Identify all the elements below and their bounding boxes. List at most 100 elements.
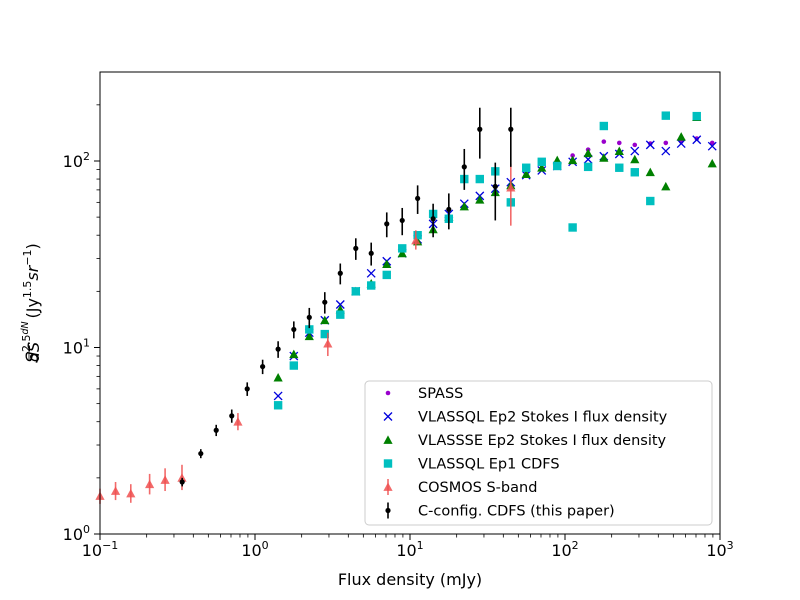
data-point <box>320 315 330 325</box>
data-point <box>177 473 187 482</box>
data-point <box>289 361 299 370</box>
data-point <box>382 259 392 269</box>
data-point <box>676 132 686 141</box>
data-point <box>692 111 701 121</box>
y-axis-label-math: S2.5dN (Jy1.5sr−1)dS <box>20 243 43 363</box>
x-marker-stroke <box>630 146 640 156</box>
data-point <box>413 231 422 240</box>
legend-marker <box>383 435 393 444</box>
data-point <box>411 235 421 245</box>
data-point <box>477 126 483 132</box>
series-0 <box>570 136 715 158</box>
data-point <box>707 141 717 151</box>
data-point <box>630 154 640 164</box>
data-point <box>568 223 577 232</box>
data-point <box>397 248 407 258</box>
x-marker-stroke <box>676 139 686 149</box>
data-point <box>632 142 638 148</box>
data-point <box>616 140 622 146</box>
x-marker-stroke <box>645 140 655 150</box>
x-marker-stroke <box>707 141 717 151</box>
y-tick-label: 100 <box>63 523 90 544</box>
legend-entry: SPASS <box>385 386 463 402</box>
data-point <box>337 270 343 276</box>
data-point <box>522 163 531 172</box>
data-point <box>273 391 283 401</box>
data-point <box>366 268 376 278</box>
data-point <box>233 417 243 426</box>
data-point <box>382 270 391 280</box>
x-tick-label: 103 <box>706 539 733 560</box>
data-point <box>145 479 155 489</box>
data-point <box>244 386 250 392</box>
legend-entry: COSMOS S-band <box>383 479 537 496</box>
data-point <box>661 146 671 156</box>
data-point <box>367 281 376 290</box>
data-point <box>179 479 185 485</box>
data-point <box>289 349 299 359</box>
data-point <box>430 216 436 222</box>
data-point <box>707 158 717 168</box>
data-point <box>537 163 547 172</box>
data-point <box>661 111 670 120</box>
legend-label: VLASSQL Ep1 CDFS <box>418 457 560 473</box>
x-marker-stroke <box>692 135 702 145</box>
data-point <box>229 413 235 419</box>
legend: SPASS VLASSQL Ep2 Stokes I flux density VL… <box>364 380 713 526</box>
data-point <box>645 167 655 177</box>
legend-label: SPASS <box>418 386 463 402</box>
legend-entry: VLASSSE Ep2 Stokes I flux density <box>383 433 667 449</box>
data-point <box>273 401 283 410</box>
data-point <box>676 139 686 149</box>
data-point <box>461 164 467 170</box>
data-point <box>398 244 407 253</box>
data-point <box>630 146 640 156</box>
data-point <box>475 174 484 184</box>
data-point <box>508 126 514 132</box>
data-point <box>160 475 170 484</box>
data-point <box>645 140 655 150</box>
data-point <box>415 195 421 202</box>
data-point <box>506 182 516 192</box>
data-point <box>694 136 700 141</box>
y-tick-label: 101 <box>63 336 90 357</box>
data-point <box>583 162 593 172</box>
data-point <box>260 363 266 370</box>
x-axis-label: Flux density (mJy) <box>338 570 482 589</box>
data-point <box>661 181 671 191</box>
data-point <box>599 153 609 162</box>
x-tick-label: 10−1 <box>82 539 119 560</box>
data-point <box>304 331 314 341</box>
data-point <box>353 245 359 251</box>
data-point <box>614 146 624 155</box>
data-point <box>570 153 575 158</box>
y-label-denominator: dS <box>24 342 43 362</box>
data-point <box>709 140 715 146</box>
series-4 <box>95 163 516 504</box>
x-tick-label: 102 <box>551 539 578 560</box>
data-point <box>384 221 390 227</box>
data-point <box>110 486 121 495</box>
legend-marker <box>383 482 393 491</box>
legend-marker <box>383 459 393 468</box>
legend-entry: VLASSQL Ep2 Stokes I flux density <box>383 410 668 426</box>
data-point <box>213 427 219 433</box>
data-point <box>335 300 345 309</box>
data-point <box>275 346 281 352</box>
legend-entry: C-config. CDFS (this paper) <box>385 502 615 520</box>
data-point <box>615 163 624 172</box>
data-point <box>305 325 314 334</box>
x-marker-stroke <box>366 268 376 278</box>
x-marker-stroke <box>661 146 671 156</box>
data-point <box>521 169 531 179</box>
data-point <box>475 195 485 204</box>
data-point <box>601 139 607 144</box>
y-axis-label-text: S2.5dN (Jy1.5sr−1) <box>20 243 43 363</box>
data-point <box>599 121 609 131</box>
data-point <box>320 329 329 339</box>
legend-label: C-config. CDFS (this paper) <box>418 504 615 520</box>
data-point <box>126 488 136 498</box>
legend-entries: SPASS VLASSQL Ep2 Stokes I flux density VL… <box>383 386 668 520</box>
